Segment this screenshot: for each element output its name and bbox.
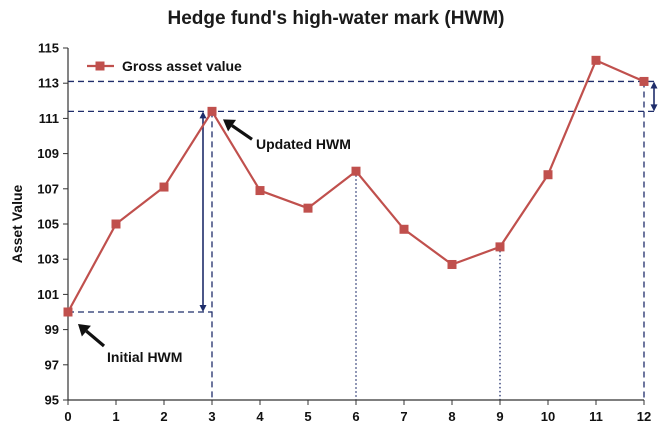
- annotation-initial-hwm: Initial HWM: [107, 349, 182, 365]
- data-point: [543, 170, 553, 180]
- x-tick-label: 4: [256, 409, 264, 424]
- y-tick-label: 111: [39, 111, 59, 126]
- x-tick-label: 11: [589, 409, 603, 424]
- data-point: [159, 182, 169, 192]
- y-tick-label: 103: [37, 252, 59, 267]
- hwm-gain-arrow-head-top: [199, 111, 207, 119]
- data-point: [495, 242, 505, 252]
- series-gross-asset-value: [63, 55, 649, 317]
- y-tick-label: 113: [38, 76, 59, 91]
- legend-marker-swatch: [95, 61, 105, 71]
- y-tick-label: 101: [37, 287, 59, 302]
- y-tick-label: 95: [45, 393, 59, 408]
- excess-gain-arrow-head-bottom: [650, 104, 658, 112]
- annotation-updated-hwm: Updated HWM: [256, 136, 351, 152]
- x-tick-labels: 0 1 2 3 4 5 6 7 8 9 10 11 12: [64, 409, 651, 424]
- initial-hwm-arrow-head: [78, 324, 91, 337]
- y-tick-labels: 95 97 99 101 103 105 107 109 111 113 115: [37, 41, 59, 408]
- excess-gain-arrow-head-top: [650, 81, 658, 89]
- x-tick-label: 10: [541, 409, 555, 424]
- data-point: [399, 224, 409, 234]
- series-line: [67, 59, 645, 313]
- y-axis-label: Asset Value: [9, 184, 25, 263]
- x-tick-label: 5: [304, 409, 311, 424]
- legend-label-gross-asset-value: Gross asset value: [122, 58, 242, 74]
- updated-hwm-arrow-head: [223, 119, 237, 132]
- data-point: [639, 76, 649, 86]
- x-tick-label: 2: [160, 409, 167, 424]
- x-tick-label: 3: [208, 409, 215, 424]
- y-tick-label: 105: [37, 217, 59, 232]
- y-tick-label: 115: [38, 41, 59, 56]
- legend: Gross asset value: [87, 58, 242, 74]
- y-tick-label: 99: [45, 322, 59, 337]
- data-point: [303, 203, 313, 213]
- hwm-gain-arrow-head-bottom: [199, 305, 207, 312]
- updated-hwm-arrow-shaft: [231, 124, 253, 141]
- x-tick-label: 0: [64, 409, 71, 424]
- y-tick-label: 97: [45, 357, 59, 372]
- data-point: [351, 166, 361, 176]
- annotations: Updated HWM Initial HWM: [78, 119, 351, 365]
- x-tick-label: 12: [637, 409, 651, 424]
- x-tick-label: 8: [448, 409, 455, 424]
- x-tick-label: 6: [352, 409, 359, 424]
- data-point: [63, 307, 73, 317]
- x-tick-label: 7: [400, 409, 407, 424]
- initial-hwm-arrow-shaft: [85, 329, 106, 348]
- data-point: [447, 259, 457, 269]
- y-tick-label: 107: [37, 181, 59, 196]
- data-point: [207, 106, 217, 116]
- data-point: [591, 55, 601, 65]
- data-point: [111, 219, 121, 229]
- data-point: [255, 186, 265, 196]
- axes: [63, 47, 645, 405]
- x-tick-label: 1: [112, 409, 119, 424]
- chart-title: Hedge fund's high-water mark (HWM): [167, 8, 504, 29]
- reference-lines: [68, 80, 658, 400]
- y-tick-label: 109: [37, 146, 59, 161]
- x-tick-label: 9: [496, 409, 503, 424]
